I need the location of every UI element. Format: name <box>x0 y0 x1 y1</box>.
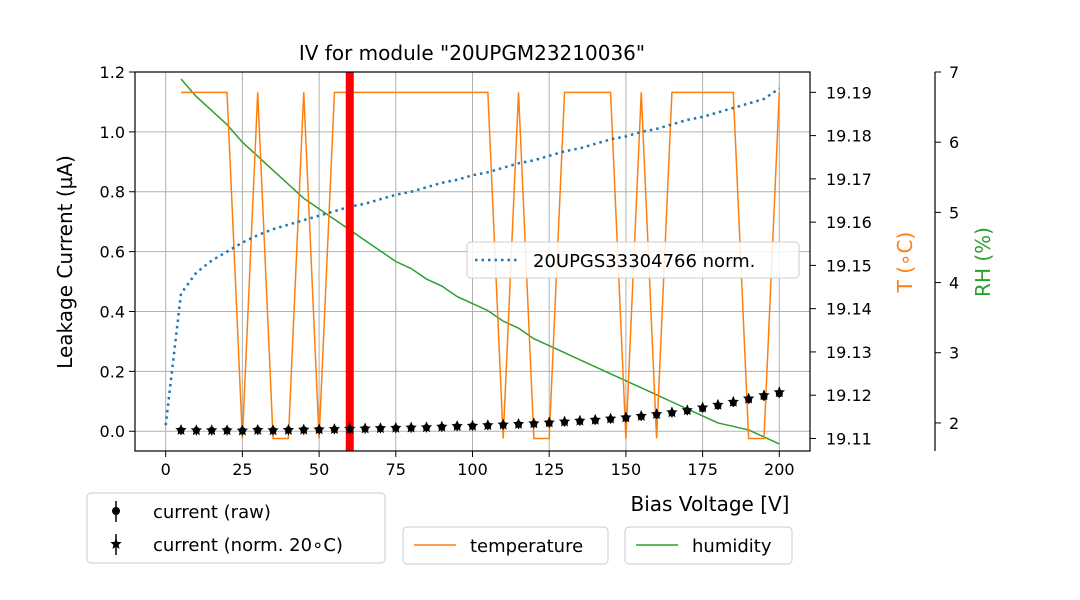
current-norm-point <box>221 424 233 436</box>
current-norm-point <box>681 404 693 416</box>
temperature-tick-label: 19.18 <box>826 127 872 146</box>
current-norm-point <box>650 408 663 420</box>
legend-humidity: humidity <box>624 526 793 565</box>
humidity-tick-label: 7 <box>949 63 959 82</box>
legend-reference-label: 20UPGS33304766 norm. <box>533 251 755 272</box>
current-norm-point <box>190 424 203 436</box>
axes: 0 25 50 75 100 125 150 175 2000.00.20.40.60.81.0… <box>100 63 960 479</box>
temperature-line <box>181 91 781 440</box>
current-norm-point <box>374 422 387 434</box>
x-tick-label: 0 <box>161 460 171 479</box>
current-norm-point <box>666 406 678 418</box>
legend-humidity-label: humidity <box>692 536 772 557</box>
current-norm-point <box>727 395 739 407</box>
grid <box>135 71 810 451</box>
current-norm-point <box>558 415 571 427</box>
current-norm-point <box>390 421 402 433</box>
humidity-tick-label: 3 <box>949 344 959 363</box>
current-norm-point <box>589 413 601 425</box>
temperature-tick-label: 19.15 <box>826 256 872 275</box>
humidity-tick-label: 4 <box>949 274 959 293</box>
y-tick-label: 0.2 <box>100 362 125 381</box>
x-axis-label: Bias Voltage [V] <box>631 492 790 516</box>
temperature-tick-label: 19.12 <box>826 386 872 405</box>
current-norm-point <box>175 424 187 435</box>
current-norm-point <box>282 424 295 435</box>
current-norm-point <box>267 424 279 436</box>
current-norm-point <box>405 421 417 433</box>
current-norm-point <box>543 416 555 428</box>
current-norm-point <box>328 423 341 434</box>
humidity-axis-label: RH (%) <box>971 227 995 297</box>
humidity-tick-label: 2 <box>949 414 959 433</box>
temperature-tick-label: 19.17 <box>826 170 872 189</box>
current-norm-point <box>313 423 325 435</box>
humidity-tick-label: 6 <box>949 133 959 152</box>
current-norm-point <box>436 420 448 432</box>
legend-temperature: temperature <box>402 526 609 565</box>
y-tick-label: 0.0 <box>100 422 125 441</box>
x-tick-label: 150 <box>611 460 642 479</box>
y-tick-label: 1.2 <box>100 63 125 82</box>
current-norm-point <box>298 423 310 435</box>
temperature-axis-label: T (∘C) <box>893 232 917 294</box>
legend-current-box <box>86 492 386 564</box>
y-tick-label: 0.6 <box>100 243 125 262</box>
x-tick-label: 25 <box>232 460 252 479</box>
legend-reference-box <box>466 241 800 279</box>
x-tick-label: 50 <box>309 460 329 479</box>
temperature-tick-label: 19.13 <box>826 343 872 362</box>
current-norm-point <box>451 420 463 432</box>
temperature-tick-label: 19.11 <box>826 429 872 448</box>
plot-area <box>164 72 786 451</box>
legend-norm-marker <box>110 538 122 549</box>
humidity-tick-label: 5 <box>949 203 959 222</box>
current-norm-point <box>359 422 371 434</box>
current-norm-point <box>482 419 494 431</box>
x-tick-label: 175 <box>687 460 718 479</box>
current-norm-point <box>758 389 770 401</box>
y-tick-label: 0.4 <box>100 302 125 321</box>
current-norm-point <box>497 418 509 430</box>
temperature-tick-label: 19.14 <box>826 300 872 319</box>
legend-humidity-box <box>624 526 793 565</box>
humidity-line <box>180 78 780 445</box>
y-axis-label: Leakage Current (µA) <box>53 155 77 369</box>
current-norm-point <box>236 424 249 436</box>
temperature-tick-label: 19.16 <box>826 213 872 232</box>
x-tick-label: 75 <box>386 460 406 479</box>
temperature-tick-label: 19.19 <box>826 83 872 102</box>
current-norm-point <box>420 421 433 433</box>
current-norm-point <box>712 398 724 410</box>
current-norm-point <box>344 422 356 434</box>
current-norm-point <box>604 412 617 424</box>
current-norm-point <box>252 424 264 435</box>
current-norm-point <box>528 417 540 429</box>
y-tick-label: 0.8 <box>100 183 125 202</box>
legend-norm-label: current (norm. 20∘C) <box>153 535 343 556</box>
current-norm-point <box>466 419 479 431</box>
x-tick-label: 125 <box>534 460 565 479</box>
legend-current: current (raw) current (norm. 20∘C) <box>86 492 386 564</box>
legend-reference: 20UPGS33304766 norm. <box>466 241 800 279</box>
current-norm-point <box>773 386 786 398</box>
current-norm-point <box>206 424 218 436</box>
current-norm-point <box>742 392 755 404</box>
current-norm-point <box>574 414 586 426</box>
current-norm-point <box>635 409 647 421</box>
current-norm-point <box>620 411 632 423</box>
legend-temperature-box <box>402 526 609 565</box>
y-tick-label: 1.0 <box>100 123 125 142</box>
legend-temperature-label: temperature <box>470 536 583 557</box>
x-tick-label: 200 <box>764 460 795 479</box>
chart-title: IV for module "20UPGM23210036" <box>299 41 645 65</box>
current-norm-point <box>696 401 709 413</box>
current-norm-point <box>512 418 525 429</box>
legend-raw-label: current (raw) <box>153 502 271 523</box>
x-tick-label: 100 <box>457 460 488 479</box>
legend-raw-marker <box>112 507 120 515</box>
reference-norm-line <box>164 87 781 426</box>
